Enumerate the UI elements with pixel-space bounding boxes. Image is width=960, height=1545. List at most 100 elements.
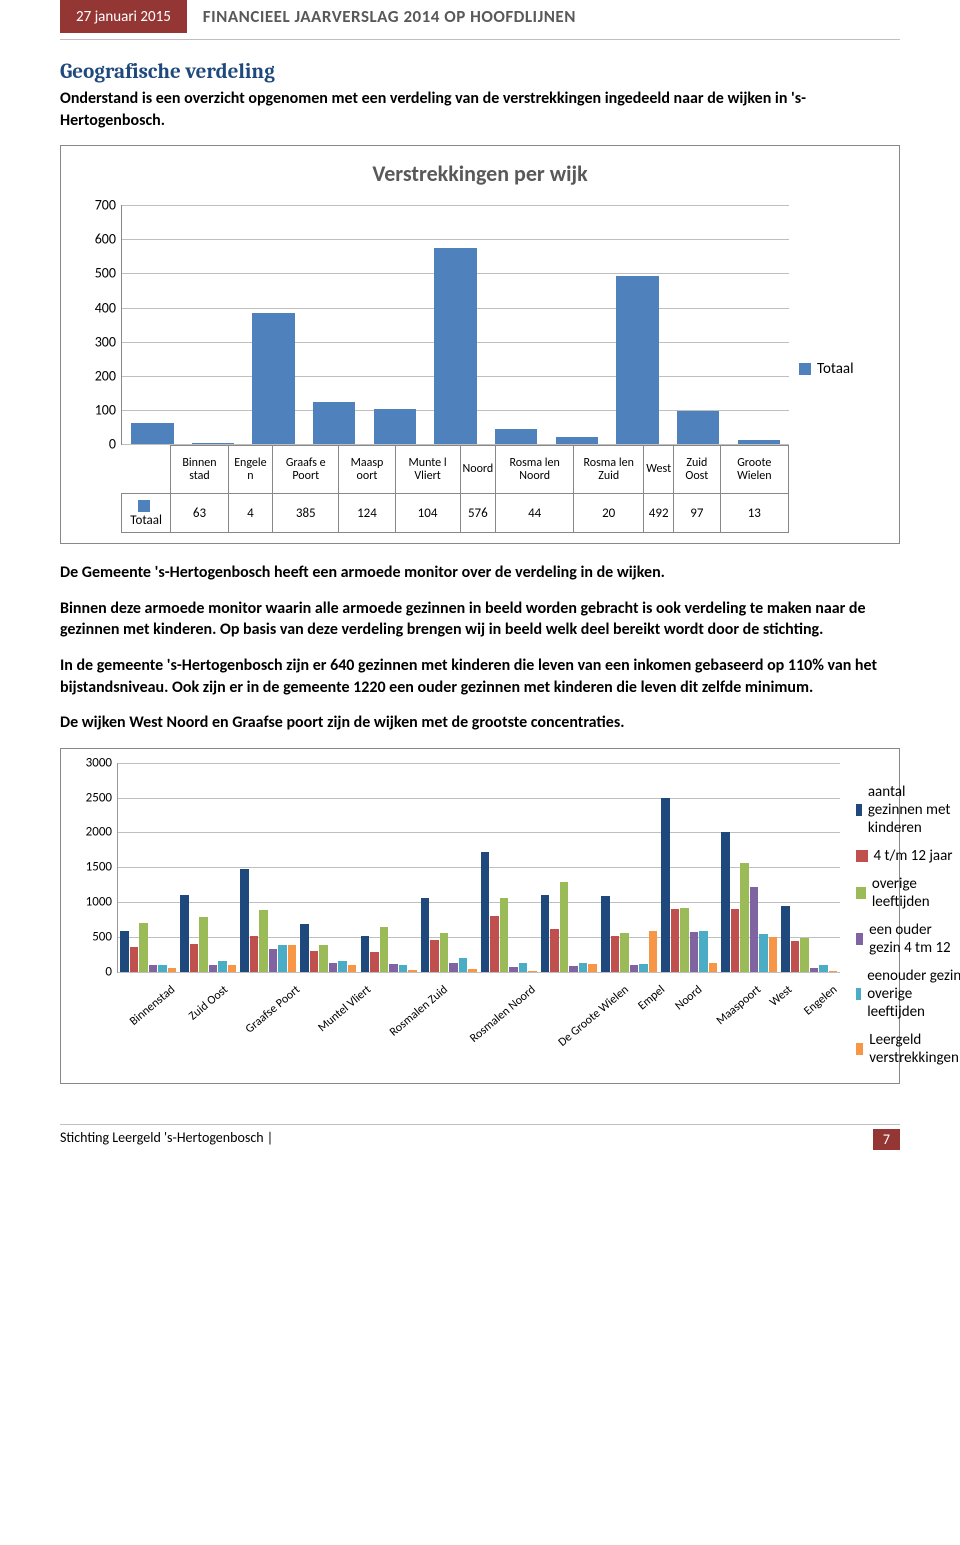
table-cell: 104 [395, 494, 460, 533]
legend-label: eenouder gezin overige leeftijden [867, 967, 960, 1021]
bar [300, 924, 309, 971]
chart2-legend-item: aantal gezinnen met kinderen [856, 783, 960, 837]
table-cell: 63 [171, 494, 228, 533]
chart1-data-table: Binnen stadEngele nGraafs e PoortMaasp o… [121, 445, 789, 533]
chart1-legend-item: Totaal [799, 360, 854, 378]
bar [338, 961, 347, 972]
legend-swatch [856, 804, 862, 816]
bar [500, 898, 509, 972]
bar [481, 852, 490, 972]
bar [661, 798, 670, 972]
x-label: Maasp oort [339, 446, 395, 494]
bar [252, 313, 294, 444]
bar [459, 958, 468, 972]
bar [399, 965, 408, 972]
legend-label: aantal gezinnen met kinderen [868, 783, 960, 837]
x-label: Binnen stad [171, 446, 228, 494]
table-row-label: Totaal [122, 494, 171, 533]
bar [149, 965, 158, 972]
bar [389, 964, 398, 972]
bar [278, 945, 287, 971]
x-label: Groote Wielen [720, 446, 788, 494]
bar [370, 952, 379, 972]
legend-label: 4 t/m 12 jaar [874, 847, 953, 865]
table-cell: 97 [674, 494, 720, 533]
bar [329, 963, 338, 971]
bar [430, 940, 439, 971]
bar [588, 964, 597, 971]
bar [560, 882, 569, 972]
bar [131, 423, 173, 445]
bar [519, 963, 528, 971]
y-tick: 3000 [74, 755, 112, 770]
bar [130, 947, 139, 971]
bar [380, 927, 389, 972]
bar [601, 896, 610, 972]
bar [288, 945, 297, 971]
y-tick: 100 [82, 402, 116, 419]
bar [361, 936, 370, 972]
bar [819, 965, 828, 972]
y-tick: 2500 [74, 790, 112, 805]
y-tick: 500 [82, 265, 116, 282]
x-label: Munte l Vliert [395, 446, 460, 494]
para-4: De wijken West Noord en Graafse poort zi… [60, 712, 900, 734]
bar [440, 933, 449, 971]
y-tick: 1000 [74, 895, 112, 910]
x-label: West [644, 446, 674, 494]
bar [374, 409, 416, 445]
bar [611, 936, 620, 972]
bar [781, 906, 790, 972]
bar [199, 917, 208, 971]
bar [677, 411, 719, 444]
table-cell: 4 [228, 494, 273, 533]
y-tick: 0 [82, 436, 116, 453]
legend-swatch [856, 850, 868, 862]
y-tick: 500 [74, 929, 112, 944]
x-label: Rosma len Zuid [574, 446, 644, 494]
gridline [122, 444, 789, 445]
bar [209, 965, 218, 972]
x-label: Graafs e Poort [273, 446, 339, 494]
table-cell: 385 [273, 494, 339, 533]
bar [319, 945, 328, 971]
bar [639, 964, 648, 971]
page-number: 7 [873, 1129, 900, 1150]
bar [721, 832, 730, 971]
y-tick: 2000 [74, 825, 112, 840]
bar [168, 968, 177, 972]
x-label: Rosma len Noord [496, 446, 574, 494]
bar [228, 965, 237, 972]
chart2-legend-item: eenouder gezin overige leeftijden [856, 967, 960, 1021]
bar [550, 929, 559, 972]
bar [509, 967, 518, 972]
bar [190, 944, 199, 972]
x-label: Noord [460, 446, 496, 494]
legend-label: overige leeftijden [872, 875, 960, 911]
chart2-plot-area: 050010001500200025003000 [117, 763, 840, 973]
table-cell: 20 [574, 494, 644, 533]
bar [769, 937, 778, 972]
y-tick: 1500 [74, 860, 112, 875]
chart-verstrekkingen: Verstrekkingen per wijk 0100200300400500… [60, 145, 900, 544]
chart2-legend-item: overige leeftijden [856, 875, 960, 911]
y-tick: 700 [82, 197, 116, 214]
table-cell: 124 [339, 494, 395, 533]
bar [791, 941, 800, 972]
y-tick: 300 [82, 333, 116, 350]
y-tick: 600 [82, 231, 116, 248]
bar [649, 931, 658, 971]
bar [408, 970, 417, 971]
bar [421, 898, 430, 972]
bar [699, 931, 708, 972]
x-label: Engele n [228, 446, 273, 494]
chart2-legend-item: een ouder gezin 4 tm 12 [856, 921, 960, 957]
bar [180, 895, 189, 972]
table-cell: 576 [460, 494, 496, 533]
table-cell: 13 [720, 494, 788, 533]
y-tick: 0 [74, 964, 112, 979]
header-rule [60, 39, 900, 40]
bar [218, 961, 227, 972]
bar [348, 965, 357, 972]
bar [740, 863, 749, 972]
